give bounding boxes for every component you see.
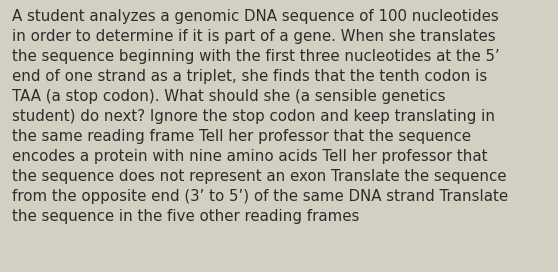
Text: A student analyzes a genomic DNA sequence of 100 nucleotides
in order to determi: A student analyzes a genomic DNA sequenc… xyxy=(12,9,508,224)
